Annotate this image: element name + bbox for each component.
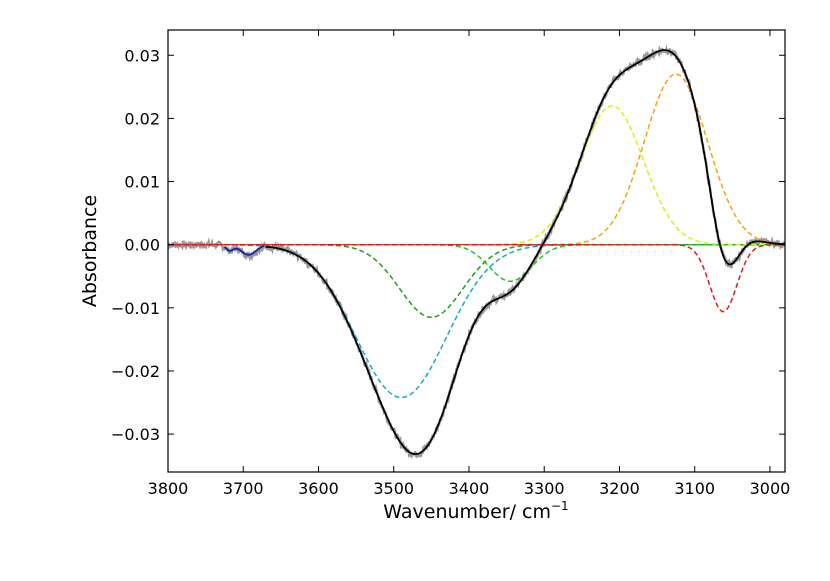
series-band-3695 [223,244,267,256]
y-tick-label: −0.01 [111,299,160,318]
y-tick-label: 0.02 [124,109,160,128]
x-tick-label: 3300 [524,479,565,498]
x-tick-label: 3100 [674,479,715,498]
series-fit [265,49,785,456]
series-layer [168,44,785,459]
x-tick-label: 3400 [449,479,490,498]
y-tick-label: 0.00 [124,236,160,255]
x-tick-label: 3200 [599,479,640,498]
x-tick-label: 3800 [148,479,189,498]
series-band-3490 [168,243,785,399]
x-axis-title-text: Wavenumber/ cm [383,501,551,523]
plot-background [168,30,785,472]
y-tick-label: −0.03 [111,425,160,444]
x-axis-ticks: 3800 3700 3600 3500 3400 3300 3200 3100 3000 [148,30,791,498]
x-tick-label: 3000 [750,479,791,498]
y-tick-label: 0.03 [124,46,160,65]
series-band-3062 [168,243,785,313]
plot-frame [167,29,786,473]
x-tick-label: 3700 [223,479,264,498]
x-tick-label: 3500 [373,479,414,498]
y-tick-label: −0.02 [111,362,160,381]
x-tick-label: 3600 [298,479,339,498]
y-axis-title: Absorbance [79,195,101,307]
x-axis-title-superscript: −1 [551,499,569,513]
y-tick-label: 0.01 [124,173,160,192]
y-axis-ticks: 0.03 0.02 0.01 0.00 −0.01 −0.02 −0.03 [111,46,785,444]
x-axis-title: Wavenumber/ cm−1 [383,499,568,523]
